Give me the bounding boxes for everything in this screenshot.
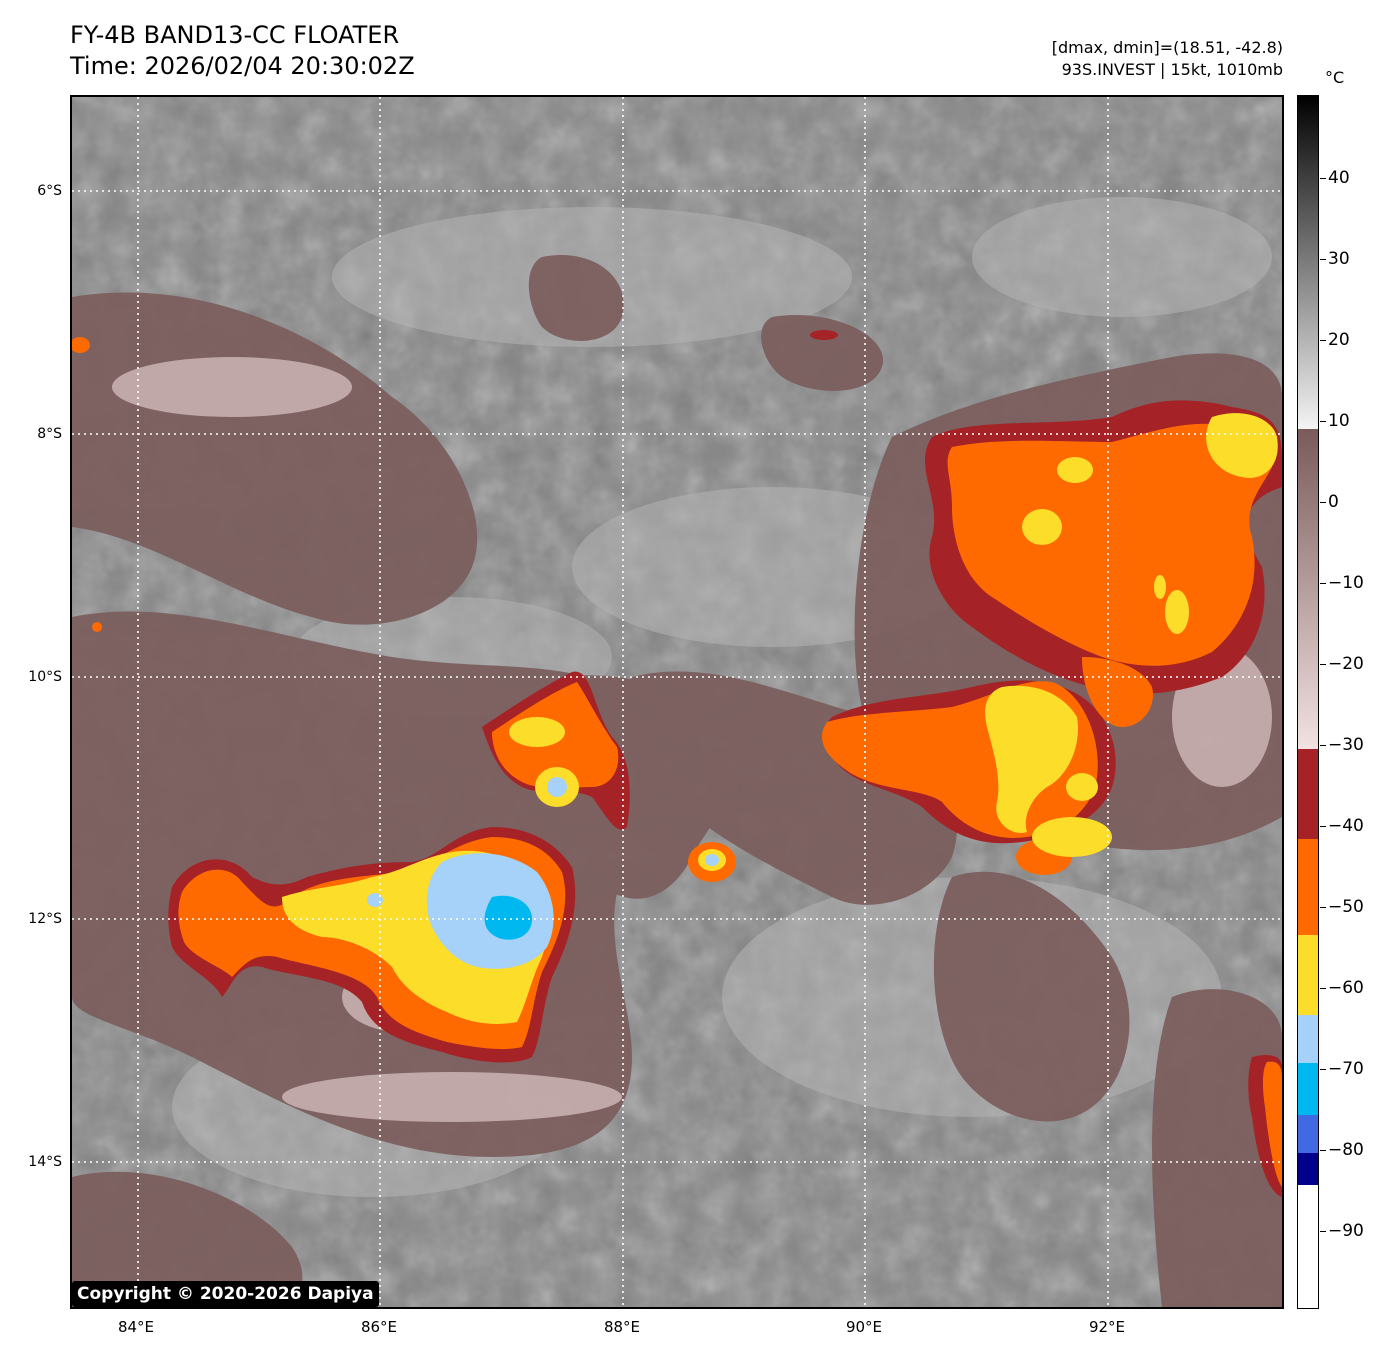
lon-label: 90°E: [845, 1318, 883, 1336]
colorbar-tick: [1320, 1231, 1326, 1232]
colorbar-label: −90: [1328, 1221, 1364, 1241]
copyright-label: Copyright © 2020-2026 Dapiya: [72, 1281, 379, 1307]
colorbar-label: −40: [1328, 816, 1364, 836]
chart-title: FY-4B BAND13-CC FLOATER: [70, 21, 400, 49]
colorbar-tick: [1320, 421, 1326, 422]
colorbar-label: 30: [1328, 249, 1350, 269]
colorbar-label: 10: [1328, 411, 1350, 431]
dmax-dmin-readout: [dmax, dmin]=(18.51, -42.8): [1051, 38, 1283, 57]
lat-label: 12°S: [28, 911, 62, 927]
colorbar-tick: [1320, 1069, 1326, 1070]
colorbar: [1297, 95, 1319, 1309]
colorbar-tick: [1320, 745, 1326, 746]
satellite-image: [70, 95, 1284, 1309]
colorbar-tick: [1320, 178, 1326, 179]
colorbar-label: −10: [1328, 573, 1364, 593]
colorbar-label: −80: [1328, 1140, 1364, 1160]
colorbar-tick: [1320, 1150, 1326, 1151]
colorbar-tick: [1320, 502, 1326, 503]
lat-label: 14°S: [28, 1154, 62, 1170]
colorbar-label: −20: [1328, 654, 1364, 674]
colorbar-label: 20: [1328, 330, 1350, 350]
colorbar-tick: [1320, 340, 1326, 341]
colorbar-label: 40: [1328, 168, 1350, 188]
lon-label: 88°E: [603, 1318, 641, 1336]
colorbar-tick: [1320, 664, 1326, 665]
lat-label: 6°S: [37, 183, 62, 199]
lat-label: 10°S: [28, 669, 62, 685]
colorbar-label: −30: [1328, 735, 1364, 755]
lon-label: 84°E: [117, 1318, 155, 1336]
colorbar-tick: [1320, 826, 1326, 827]
colorbar-gradient: [1298, 96, 1318, 1308]
colorbar-tick: [1320, 583, 1326, 584]
lat-label: 8°S: [37, 426, 62, 442]
lon-label: 92°E: [1088, 1318, 1126, 1336]
storm-info: 93S.INVEST | 15kt, 1010mb: [1061, 60, 1283, 79]
colorbar-tick: [1320, 259, 1326, 260]
colorbar-label: −50: [1328, 897, 1364, 917]
colorbar-unit: °C: [1325, 68, 1345, 87]
satellite-imagery-drawing: [72, 97, 1282, 1307]
timestamp: Time: 2026/02/04 20:30:02Z: [70, 52, 415, 80]
colorbar-label: −70: [1328, 1059, 1364, 1079]
colorbar-tick: [1320, 988, 1326, 989]
colorbar-label: −60: [1328, 978, 1364, 998]
colorbar-label: 0: [1328, 492, 1339, 512]
colorbar-tick: [1320, 907, 1326, 908]
lon-label: 86°E: [360, 1318, 398, 1336]
